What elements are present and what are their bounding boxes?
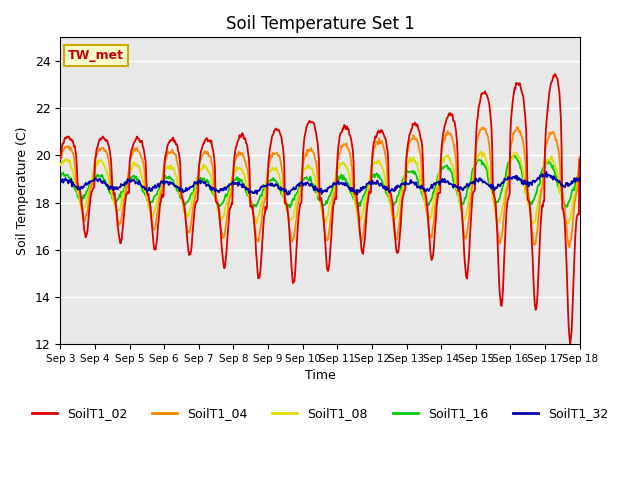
Title: Soil Temperature Set 1: Soil Temperature Set 1 bbox=[225, 15, 415, 33]
Y-axis label: Soil Temperature (C): Soil Temperature (C) bbox=[16, 126, 29, 255]
X-axis label: Time: Time bbox=[305, 370, 335, 383]
Legend: SoilT1_02, SoilT1_04, SoilT1_08, SoilT1_16, SoilT1_32: SoilT1_02, SoilT1_04, SoilT1_08, SoilT1_… bbox=[27, 403, 613, 426]
Text: TW_met: TW_met bbox=[68, 49, 124, 62]
